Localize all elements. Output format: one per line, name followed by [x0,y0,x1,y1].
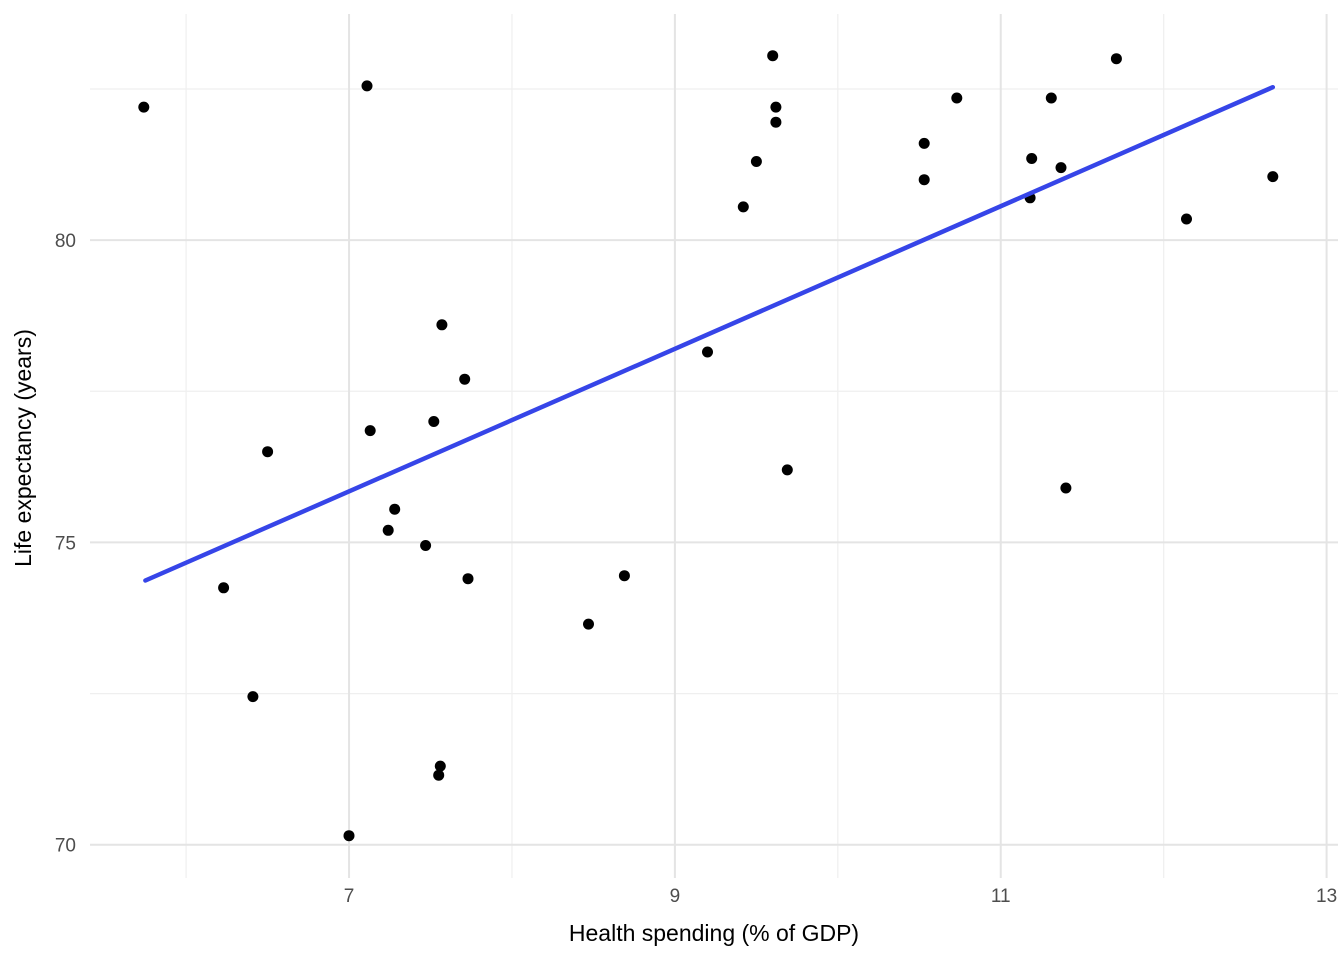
axis-tick-labels: 7 9 11 13 70 75 80 [55,231,1337,907]
data-point [1060,482,1072,494]
data-point [382,524,394,536]
data-point [781,464,793,476]
data-point [918,137,930,149]
panel-grid-major [90,14,1338,878]
data-point [262,446,274,458]
x-tick-label: 9 [670,886,681,907]
y-tick-label: 80 [55,231,76,252]
data-point [218,582,230,594]
data-point [343,830,355,842]
data-point [247,691,259,703]
data-point [428,416,440,427]
x-tick-label: 11 [991,886,1011,907]
data-point [459,373,471,385]
data-point [1055,162,1067,174]
data-point [389,503,401,515]
data-point [770,101,782,113]
data-point [1026,153,1038,164]
data-point [767,50,779,62]
data-point [462,573,474,585]
data-point [1045,92,1057,104]
data-point [138,101,150,113]
data-point [1110,53,1122,65]
y-tick-label: 70 [55,836,76,857]
data-point [737,201,749,213]
data-point [434,760,446,772]
data-point [702,346,713,358]
data-point [583,618,594,630]
data-points [138,50,1279,842]
data-point [436,319,448,331]
x-axis-title: Health spending (% of GDP) [569,920,859,946]
data-point [1181,213,1192,225]
panel-grid-minor [90,14,1338,878]
data-point [951,92,963,104]
trend-line [143,84,1276,583]
data-point [433,769,445,781]
data-point [1267,171,1279,183]
x-tick-label: 13 [1316,886,1337,907]
y-tick-label: 75 [55,533,76,554]
data-point [750,156,762,167]
x-tick-label: 7 [344,886,355,907]
data-point [364,425,376,437]
y-axis-title: Life expectancy (years) [10,329,36,567]
data-point [918,174,930,186]
data-point [361,80,373,92]
data-point [618,570,630,582]
data-point [770,116,782,128]
data-point [420,540,432,551]
